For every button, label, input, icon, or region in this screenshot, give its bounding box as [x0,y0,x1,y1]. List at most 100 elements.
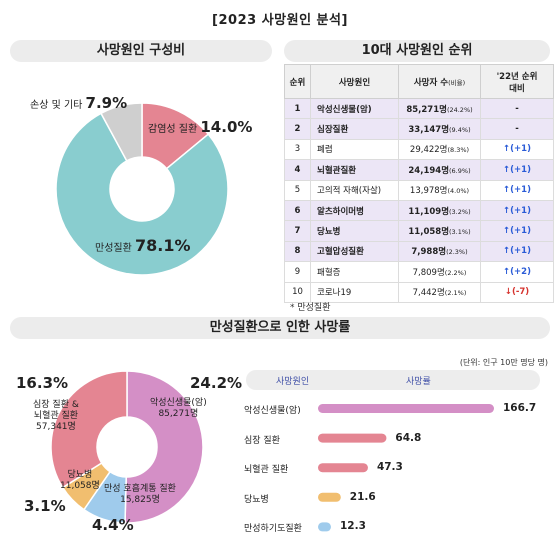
bar-4 [318,522,331,532]
cause-cell: 고혈압성질환 [310,240,399,263]
change-cell: - [480,97,554,120]
bar-2 [318,463,368,473]
ranking-row: 9 패혈증 7,809명(2.2%) ↑(+2) [284,261,554,283]
deaths-cell: 29,422명(8.3%) [398,138,481,161]
change-cell: ↑(+1) [480,159,554,181]
ranking-row: 7 당뇨병 11,058명(3.1%) ↑(+1) [284,220,554,242]
change-cell: ↑(+1) [480,199,554,222]
deaths-cell: 11,109명(3.2%) [398,199,481,222]
rank-cell: 6 [284,199,311,222]
ranking-row: 4 뇌혈관질환 24,194명(6.9%) ↑(+1) [284,159,554,181]
pie2-pct-respiratory-value: 4.4% [92,516,134,534]
bar-1 [318,433,387,443]
bar-category-label: 악성신생물(암) [244,406,301,416]
rank-cell: 3 [284,138,311,161]
col-change-line2: 대비 [509,83,525,94]
deaths-cell: 7,988명(2.3%) [398,240,481,263]
pie2-label-heart-line2: 뇌혈관 질환 [33,411,79,421]
donut-slice-2 [100,102,143,162]
pie2-label-heart: 심장 질환 & 뇌혈관 질환 57,341명 [33,400,79,433]
change-cell: ↑(+2) [480,261,554,283]
col-deaths: 사망자 수(비율) [398,64,481,99]
chronic-donut [50,370,204,524]
pie2-pct-diabetes: 3.1% [24,497,66,515]
pie2-label-heart-count: 57,341명 [36,422,76,432]
deaths-cell: 11,058명(3.1%) [398,220,481,242]
rank-cell: 1 [284,97,311,120]
deaths-cell: 13,978명(4.0%) [398,179,481,201]
col-deaths-ratio: (비율) [448,78,466,87]
bar-category-label: 뇌혈관 질환 [244,465,289,476]
col-cause: 사망원인 [310,64,399,99]
col-deaths-label: 사망자 수 [413,77,449,88]
ranking-table-header: 순위 사망원인 사망자 수(비율) '22년 순위 대비 [284,64,554,99]
change-cell: - [480,118,554,140]
bar-header: 사망원인 사망률 [246,370,540,390]
bar-value-label: 47.3 [376,461,403,474]
pie2-label-heart-line1: 심장 질환 & [33,400,79,410]
change-cell: ↑(+1) [480,179,554,201]
pie2-pct-cancer: 24.2% [190,374,242,392]
ranking-table: 순위 사망원인 사망자 수(비율) '22년 순위 대비 1 악성신생물(암) 85,… [284,64,554,303]
rank-cell: 8 [284,240,311,263]
main-title: [2023 사망원인 분석] [212,13,348,28]
pie2-pct-diabetes-value: 3.1% [24,497,66,515]
cause-cell: 뇌혈관질환 [310,159,399,181]
bar-value-label: 21.6 [349,490,376,503]
ranking-row: 10 코로나19 7,442명(2.1%) ↓(-7) [284,281,554,303]
rank-cell: 2 [284,118,311,140]
deaths-cell: 24,194명(6.9%) [398,159,481,181]
deaths-cell: 33,147명(9.4%) [398,118,481,140]
pie2-pct-heart-value: 16.3% [16,374,69,392]
pie1-label-injury-pct: 7.9% [85,94,128,112]
bar-value-label: 166.7 [503,402,537,414]
col-change: '22년 순위 대비 [480,64,554,99]
col-change-line1: '22년 순위 [496,71,538,82]
bar-value-label: 12.3 [339,520,366,533]
deaths-cell: 7,809명(2.2%) [398,261,481,283]
pie2-label-respiratory-name: 만성 호흡계통 질환 [104,484,176,494]
pie2-label-diabetes-count: 11,058명 [60,481,100,491]
mortality-bars [318,404,494,532]
cause-cell: 당뇨병 [310,220,399,242]
change-cell: ↓(-7) [480,281,554,303]
ranking-row: 6 알츠하이머병 11,109명(3.2%) ↑(+1) [284,199,554,222]
pie2-label-respiratory: 만성 호흡계통 질환 15,825명 [104,484,176,506]
bar-header-value: 사망률 [406,377,431,387]
cause-cell: 패혈증 [310,261,399,283]
pie1-label-infectious-name: 감염성 질환 [148,124,198,135]
bar-0 [318,404,494,413]
pie2-label-cancer-name: 악성신생물(암) [150,398,207,408]
ranking-row: 3 폐렴 29,422명(8.3%) ↑(+1) [284,138,554,161]
rank-cell: 9 [284,261,311,283]
cause-cell: 고의적 자해(자살) [310,179,399,201]
ranking-row: 2 심장질환 33,147명(9.4%) - [284,118,554,140]
rank-cell: 7 [284,220,311,242]
section-header-chronic: 만성질환으로 인한 사망률 [10,317,550,339]
ranking-footnote: * 만성질환 [290,303,331,313]
donut-slice-1 [55,112,229,276]
pie1-label-chronic-name: 만성질환 [95,243,132,254]
donut-slice-0 [124,370,204,524]
deaths-cell: 7,442명(2.1%) [398,281,481,303]
cause-cell: 악성신생물(암) [310,97,399,120]
ranking-row: 8 고혈압성질환 7,988명(2.3%) ↑(+1) [284,240,554,263]
pie2-label-cancer: 악성신생물(암) 85,271명 [150,398,207,420]
pie2-label-cancer-count: 85,271명 [158,409,199,419]
bar-category-label: 만성하기도질환 [244,524,302,535]
bar-header-category: 사망원인 [276,377,310,387]
pie2-pct-heart: 16.3% [16,374,68,392]
cause-cell: 폐렴 [310,138,399,161]
ranking-row: 1 악성신생물(암) 85,271명(24.2%) - [284,97,554,120]
pie1-label-chronic-pct: 78.1% [135,236,191,255]
pie2-label-respiratory-count: 15,825명 [120,495,160,505]
rank-cell: 5 [284,179,311,201]
bar-3 [318,492,341,502]
pie1-label-injury: 손상 및 기타 7.9% [30,94,127,112]
cause-cell: 심장질환 [310,118,399,140]
col-rank: 순위 [284,64,311,99]
rank-cell: 4 [284,159,311,181]
pie1-label-infectious-pct: 14.0% [200,118,253,136]
change-cell: ↑(+1) [480,138,554,161]
